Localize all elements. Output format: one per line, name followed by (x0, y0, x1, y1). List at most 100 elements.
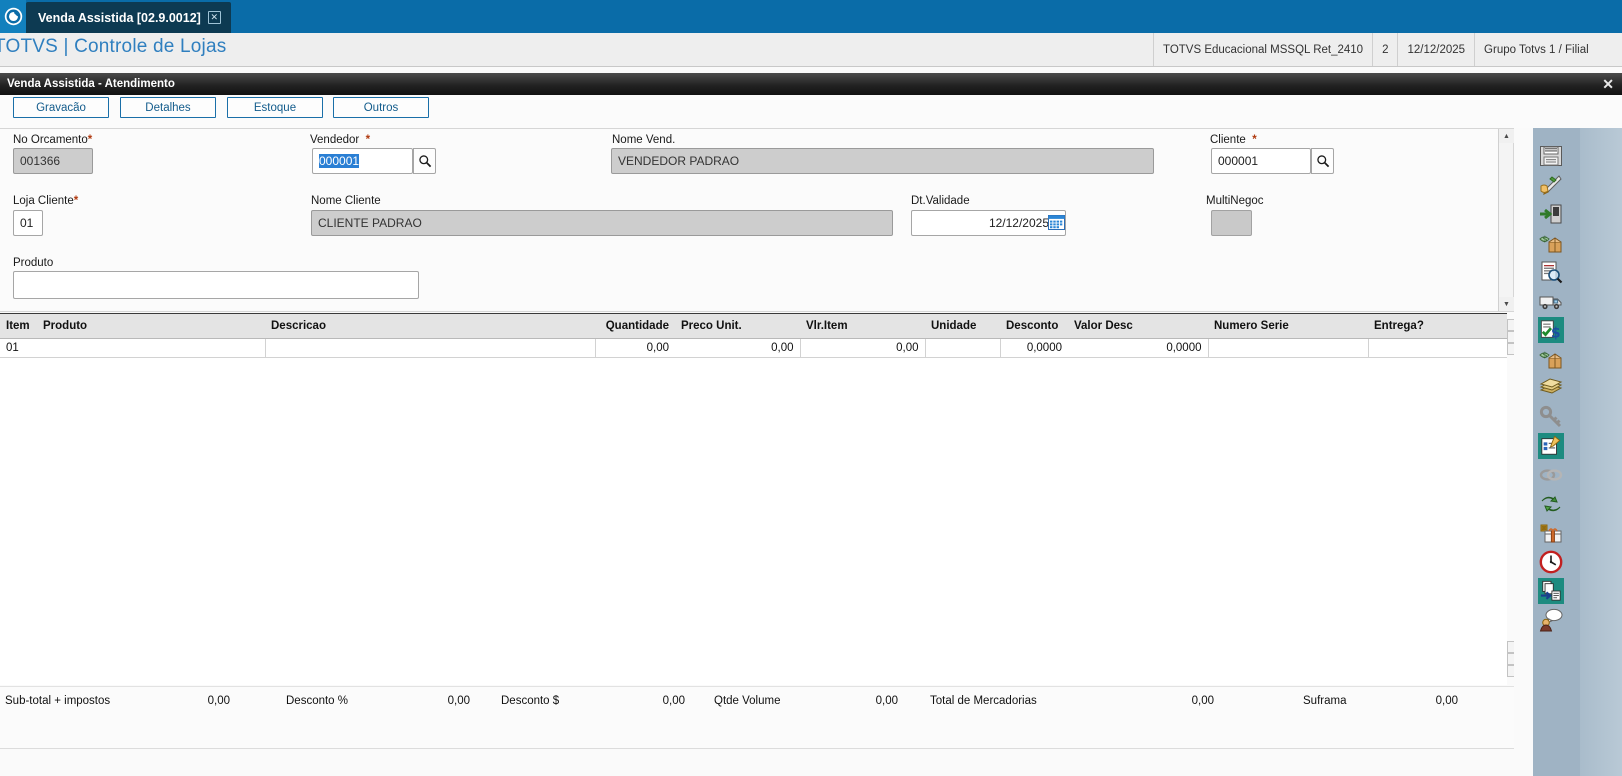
search-icon[interactable] (413, 148, 436, 174)
search-icon[interactable] (1311, 148, 1334, 174)
outros-button[interactable]: Outros (333, 97, 429, 118)
col-desconto[interactable]: Desconto (1000, 313, 1068, 339)
required-star: * (362, 134, 371, 146)
key-icon[interactable] (1538, 404, 1564, 430)
qtde-volume-value: 0,00 (875, 695, 898, 707)
nome-vend-input: VENDEDOR PADRAO (611, 148, 1154, 174)
no-orcamento-input[interactable]: 001366 (13, 148, 93, 174)
desconto-pct-label: Desconto % (286, 695, 349, 707)
col-unidade[interactable]: Unidade (925, 313, 1000, 339)
items-grid: Item Produto Descricao Quantidade Preco … (0, 313, 1514, 685)
cell-unidade[interactable] (925, 338, 1001, 358)
money-box-icon[interactable]: $ (1538, 230, 1564, 256)
edit-pencil-icon[interactable] (1538, 172, 1564, 198)
col-numero-serie[interactable]: Numero Serie (1208, 313, 1368, 339)
gravacao-button[interactable]: Gravacão (13, 97, 109, 118)
required-star: * (87, 134, 93, 146)
vendedor-input-value: 000001 (319, 154, 360, 168)
col-quantidade[interactable]: Quantidade (595, 313, 675, 339)
cell-descricao[interactable] (265, 338, 596, 358)
desconto-pct-value: 0,00 (447, 695, 470, 707)
top-blue-bar: Venda Assistida [02.9.0012] ✕ (0, 0, 1622, 33)
svg-text:$: $ (1542, 350, 1547, 359)
cell-numero-serie[interactable] (1208, 338, 1369, 358)
action-button-row: Gravacão Detalhes Estoque Outros (0, 95, 1622, 128)
form-edit-icon[interactable] (1538, 433, 1564, 459)
exit-door-icon[interactable] (1538, 201, 1564, 227)
right-icon-toolbar: $ (1533, 128, 1622, 776)
cell-valor-desc[interactable]: 0,0000 (1068, 338, 1209, 358)
col-item[interactable]: Item (0, 313, 37, 339)
application-tab-label: Venda Assistida [02.9.0012] (38, 10, 201, 25)
close-icon[interactable]: ✕ (207, 11, 221, 24)
scroll-down-arrow[interactable]: ▼ (1499, 297, 1514, 311)
detalhes-button[interactable]: Detalhes (120, 97, 216, 118)
estoque-button[interactable]: Estoque (227, 97, 323, 118)
desconto-valor-value: 0,00 (662, 695, 685, 707)
inner-window-title-label: Venda Assistida - Atendimento (7, 78, 175, 90)
clock-icon[interactable] (1538, 549, 1564, 575)
gift-add-icon[interactable] (1538, 520, 1564, 546)
vendedor-input[interactable]: 000001 (312, 148, 413, 174)
col-descricao[interactable]: Descricao (265, 313, 595, 339)
nome-cliente-label: Nome Cliente (311, 195, 381, 207)
customer-chat-icon[interactable] (1538, 607, 1564, 633)
environment-info: TOTVS Educacional MSSQL Ret_2410 2 12/12… (1153, 33, 1598, 66)
environment-date: 12/12/2025 (1397, 33, 1474, 66)
checklist-money-icon[interactable]: $ (1538, 317, 1564, 343)
multinegoc-input[interactable] (1211, 210, 1252, 236)
window-close-icon[interactable]: ✕ (1602, 76, 1614, 92)
calendar-icon[interactable] (1048, 215, 1065, 230)
cell-vlr-item[interactable]: 0,00 (800, 338, 926, 358)
items-table: Item Produto Descricao Quantidade Preco … (0, 313, 1508, 358)
save-floppy-icon[interactable] (1538, 143, 1564, 169)
cell-desconto[interactable]: 0,0000 (1000, 338, 1068, 358)
vendedor-label: Vendedor * (310, 134, 371, 146)
environment-group: Grupo Totvs 1 / Filial (1474, 33, 1598, 66)
table-row[interactable]: 01 0,00 0,00 0,00 0,0000 0,0000 (0, 338, 1508, 358)
col-preco-unit[interactable]: Preco Unit. (675, 313, 800, 339)
cell-item: 01 (0, 338, 37, 358)
total-mercadorias-label: Total de Mercadorias (930, 695, 1037, 707)
col-valor-desc[interactable]: Valor Desc (1068, 313, 1208, 339)
dt-validade-label: Dt.Validade (911, 195, 970, 207)
chain-link-icon[interactable] (1538, 462, 1564, 488)
subtotal-value: 0,00 (207, 695, 230, 707)
totals-bar: Sub-total + impostos 0,00 Desconto % 0,0… (0, 686, 1514, 748)
form-panel: No Orcamento* 001366 Vendedor * 000001 N… (0, 128, 1514, 312)
delivery-truck-icon[interactable] (1538, 288, 1564, 314)
cliente-label: Cliente * (1210, 134, 1257, 146)
totvs-logo-icon[interactable] (0, 0, 26, 33)
right-gutter (1514, 128, 1533, 776)
qtde-volume-label: Qtde Volume (714, 695, 781, 707)
cell-entrega[interactable] (1368, 338, 1508, 358)
dt-validade-input[interactable]: 12/12/2025 (911, 210, 1066, 236)
col-entrega[interactable]: Entrega? (1368, 313, 1507, 339)
scroll-up-arrow[interactable]: ▲ (1499, 129, 1514, 143)
page-title: TOTVS | Controle de Lojas (0, 36, 227, 57)
bottom-divider (0, 748, 1622, 749)
produto-input[interactable] (13, 271, 419, 299)
svg-text:$: $ (1542, 234, 1547, 243)
col-produto[interactable]: Produto (37, 313, 265, 339)
application-header: TOTVS | Controle de Lojas TOTVS Educacio… (0, 33, 1622, 67)
copy-to-document-icon[interactable] (1538, 578, 1564, 604)
application-tab[interactable]: Venda Assistida [02.9.0012] ✕ (26, 2, 231, 33)
form-scrollbar[interactable]: ▲ ▼ (1498, 129, 1514, 311)
loja-cliente-input[interactable]: 01 (13, 210, 43, 236)
cell-quantidade[interactable]: 0,00 (595, 338, 675, 358)
document-search-icon[interactable] (1538, 259, 1564, 285)
cell-produto[interactable] (37, 338, 266, 358)
suframa-label: Suframa (1303, 695, 1347, 707)
cell-preco-unit[interactable]: 0,00 (675, 338, 801, 358)
refresh-arrows-icon[interactable] (1538, 491, 1564, 517)
produto-label: Produto (13, 257, 54, 269)
nome-vend-label: Nome Vend. (612, 134, 676, 146)
money-package-icon[interactable]: $ (1538, 346, 1564, 372)
form-scrollbar-track[interactable] (1499, 143, 1514, 297)
cash-stack-icon[interactable] (1538, 375, 1564, 401)
nome-cliente-input: CLIENTE PADRAO (311, 210, 893, 236)
col-vlr-item[interactable]: Vlr.Item (800, 313, 925, 339)
cliente-input[interactable]: 000001 (1211, 148, 1311, 174)
